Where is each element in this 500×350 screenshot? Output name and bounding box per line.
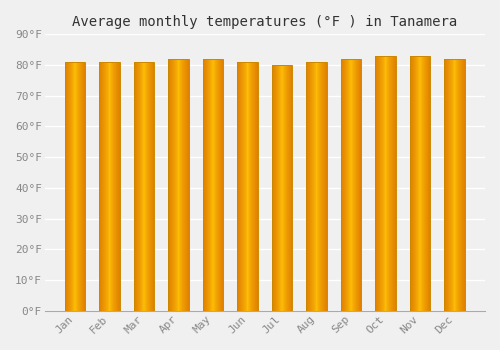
Bar [168,59,189,311]
Bar [444,59,465,311]
Bar [203,59,224,311]
Bar [306,62,327,311]
Bar [272,65,292,311]
Bar [376,56,396,311]
Title: Average monthly temperatures (°F ) in Tanamera: Average monthly temperatures (°F ) in Ta… [72,15,458,29]
Bar [134,62,154,311]
Bar [100,62,120,311]
Bar [238,62,258,311]
Bar [341,59,361,311]
Bar [410,56,430,311]
Bar [65,62,86,311]
